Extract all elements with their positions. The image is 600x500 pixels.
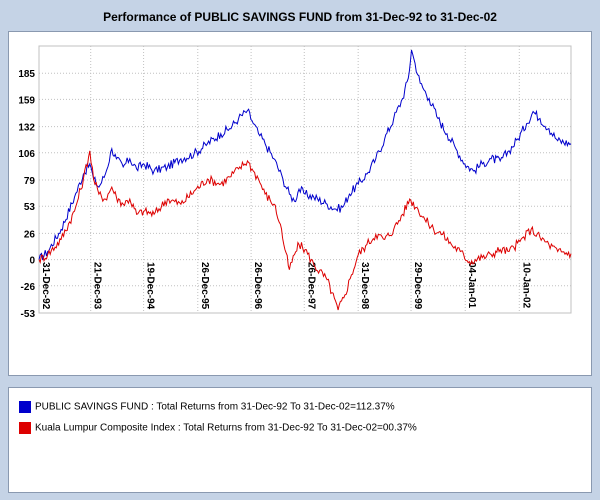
y-tick-label: 79 [24, 176, 36, 187]
y-tick-label: -26 [21, 282, 36, 293]
y-tick-label: -53 [21, 309, 36, 320]
y-tick-label: 132 [18, 123, 35, 134]
series-line-index [38, 150, 572, 311]
plot-frame [38, 45, 572, 314]
x-axis-ticks: 31-Dec-92 21-Dec-93 19-Dec-94 26-Dec-95 26-D… [40, 262, 531, 310]
y-tick-label: 26 [24, 229, 36, 240]
legend-item-fund: PUBLIC SAVINGS FUND : Total Returns from… [19, 401, 395, 415]
chart-title: Performance of PUBLIC SAVINGS FUND from … [103, 10, 497, 24]
x-tick-label: 19-Dec-94 [145, 262, 156, 310]
legend-fund-label: PUBLIC SAVINGS FUND : Total Returns from… [35, 401, 395, 413]
fund-swatch-icon [19, 401, 31, 413]
grid [38, 45, 572, 314]
chart-panel: -53 -26 0 26 53 79 106 132 159 185 31-Dec-92 21-De… [8, 31, 592, 376]
x-tick-label: 26-Dec-96 [252, 262, 263, 310]
y-tick-label: 185 [18, 69, 35, 80]
x-tick-label: 04-Jan-01 [466, 262, 477, 309]
x-tick-label: 31-Dec-98 [359, 262, 370, 310]
index-swatch-icon [19, 422, 31, 434]
series-lines [38, 49, 572, 311]
y-tick-label: 53 [24, 202, 36, 213]
line-chart: -53 -26 0 26 53 79 106 132 159 185 31-Dec-92 21-De… [18, 45, 572, 320]
series-line-fund [38, 49, 572, 261]
legend: PUBLIC SAVINGS FUND : Total Returns from… [8, 387, 592, 493]
x-tick-label: 26-Dec-97 [305, 262, 316, 310]
x-tick-label: 31-Dec-92 [40, 262, 51, 310]
y-axis-ticks: -53 -26 0 26 53 79 106 132 159 185 [18, 69, 35, 320]
x-tick-label: 10-Jan-02 [520, 262, 531, 309]
legend-index-label: Kuala Lumpur Composite Index : Total Ret… [35, 422, 417, 434]
x-tick-label: 29-Dec-99 [412, 262, 423, 310]
x-tick-label: 21-Dec-93 [92, 262, 103, 310]
y-tick-label: 0 [29, 256, 35, 267]
y-tick-label: 159 [18, 95, 35, 106]
y-tick-label: 106 [18, 149, 35, 160]
legend-item-index: Kuala Lumpur Composite Index : Total Ret… [19, 422, 417, 436]
x-tick-label: 26-Dec-95 [199, 262, 210, 310]
